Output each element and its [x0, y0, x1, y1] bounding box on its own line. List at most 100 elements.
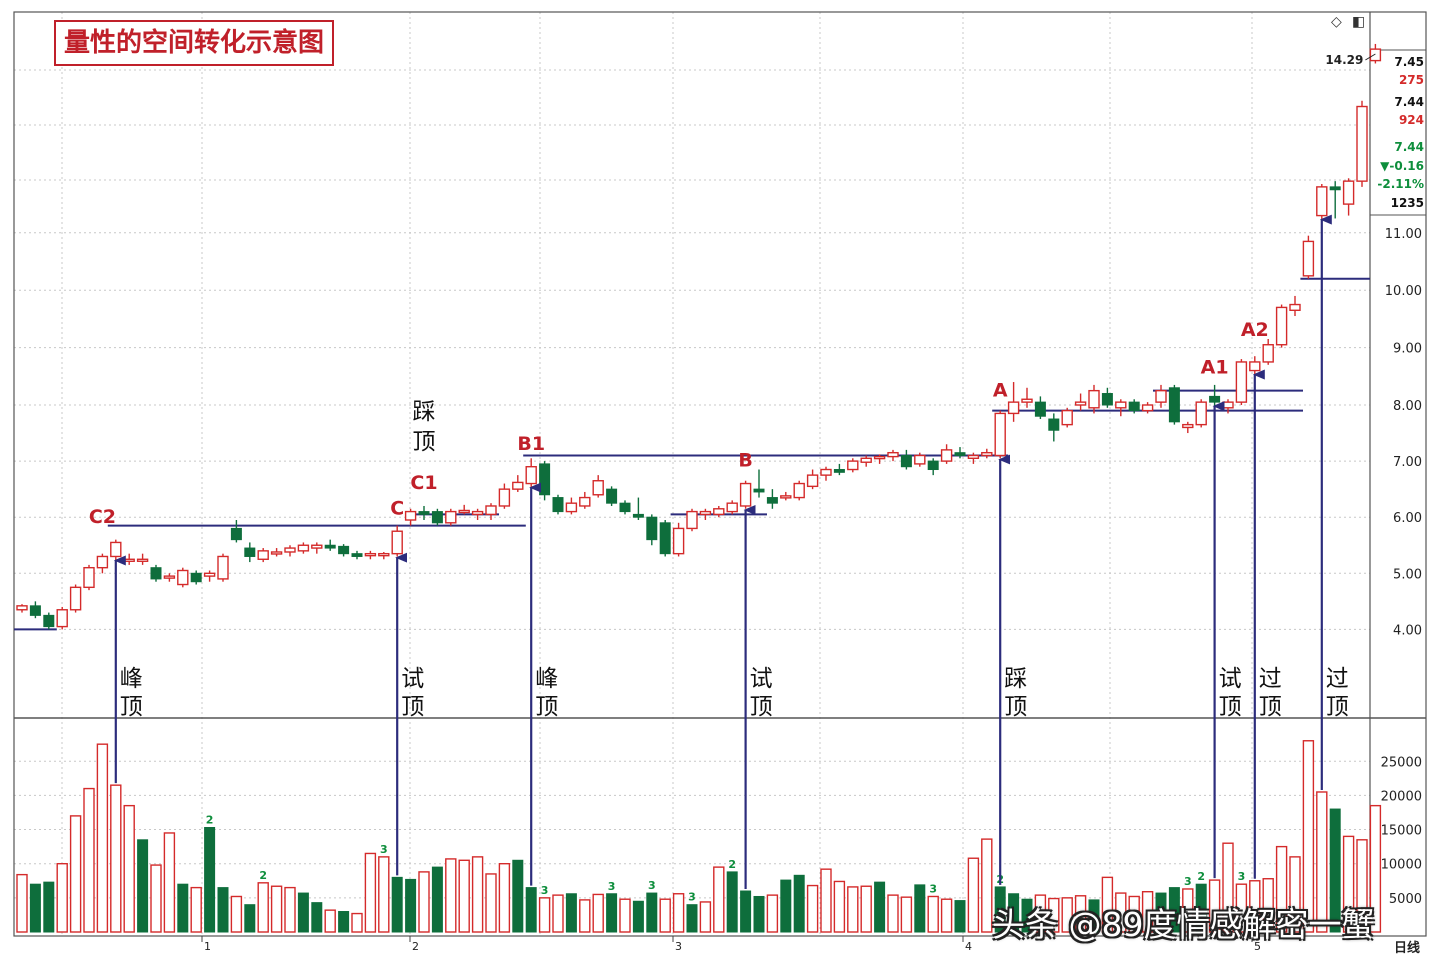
- candle-body: [1021, 398, 1033, 403]
- volume-bar: [1034, 894, 1047, 933]
- volume-bar: [83, 787, 95, 933]
- candle-body: [1168, 387, 1180, 423]
- annotation-label: 峰: [120, 666, 143, 692]
- candle-body: [431, 511, 443, 524]
- volume-bar: [1249, 880, 1261, 933]
- candle: [1262, 338, 1274, 365]
- candle: [565, 497, 578, 515]
- candle: [994, 410, 1006, 459]
- candle: [431, 508, 443, 526]
- volume-bar: [338, 911, 350, 933]
- candle: [579, 491, 591, 509]
- period-label: 日线: [1394, 940, 1420, 956]
- candle: [954, 447, 966, 459]
- candle: [606, 486, 618, 506]
- candle: [1342, 178, 1355, 216]
- annotation-label: 试: [401, 666, 424, 692]
- volume-bar: [1141, 891, 1154, 933]
- candle: [190, 570, 202, 585]
- candle: [56, 606, 68, 630]
- volume-bar: [740, 890, 752, 933]
- candle: [83, 564, 95, 591]
- volume-bar: [1168, 887, 1180, 933]
- candle-body: [940, 449, 953, 462]
- price-readout: 7.44: [1394, 95, 1424, 109]
- candle-body: [297, 544, 310, 552]
- candle: [1141, 402, 1154, 414]
- candle: [351, 550, 363, 560]
- candle-body: [512, 481, 524, 490]
- level-lines: [14, 277, 1370, 631]
- candle-body: [1342, 180, 1355, 205]
- candle-body: [887, 451, 899, 458]
- volume-bar: [833, 880, 846, 933]
- candle-body: [96, 555, 109, 569]
- candle-body: [150, 567, 162, 580]
- candle-body: [525, 466, 537, 485]
- candle: [203, 570, 216, 582]
- candle-body: [753, 488, 765, 493]
- volume-bar: [351, 912, 363, 933]
- volume-bar: [1115, 892, 1127, 933]
- candle-body: [592, 480, 604, 496]
- volume-bar: [110, 784, 122, 933]
- volume-bar: [498, 863, 511, 933]
- volume-bar: [405, 878, 417, 933]
- candle: [284, 545, 296, 557]
- candle-body: [284, 547, 296, 553]
- candle-body: [1182, 423, 1194, 429]
- candle: [525, 458, 537, 490]
- candle-body: [418, 511, 430, 515]
- candle: [29, 601, 41, 619]
- candle: [780, 491, 792, 501]
- volume-bar: [257, 882, 269, 933]
- x-tick-label: 1: [204, 940, 211, 953]
- volume-bar: [860, 885, 872, 933]
- candle-body: [1316, 186, 1328, 217]
- candle-body: [404, 510, 417, 521]
- volume-bar: [900, 896, 913, 933]
- candle: [1235, 359, 1248, 405]
- candle-body: [565, 502, 578, 513]
- candle-body: [338, 545, 350, 555]
- volume-bar: [579, 899, 591, 933]
- volume-bar: [686, 904, 698, 933]
- candle: [43, 612, 55, 630]
- volume-bar: [1356, 839, 1368, 933]
- volume-bar: [391, 876, 403, 933]
- candle: [177, 567, 189, 588]
- diamond-icon[interactable]: ◇: [1331, 14, 1342, 30]
- candle-body: [981, 451, 993, 457]
- candle: [1061, 407, 1073, 428]
- volume-bar: [806, 884, 819, 933]
- x-tick-label: 5: [1254, 940, 1261, 953]
- candle-body: [1088, 389, 1100, 409]
- price-tick-label: 11.00: [1385, 227, 1422, 242]
- annotation-label: 顶: [1219, 694, 1242, 720]
- candle-body: [445, 510, 457, 524]
- volume-bar: [190, 886, 202, 933]
- volume-note: 3: [688, 891, 696, 904]
- candle: [793, 480, 805, 501]
- candle: [1168, 384, 1180, 425]
- volume-bar: [445, 858, 457, 933]
- volume-bar: [16, 873, 28, 933]
- annotation-label: 过: [1259, 666, 1282, 692]
- price-readout: ▼-0.16: [1380, 159, 1424, 173]
- volume-bar: [1195, 883, 1207, 933]
- candle-body: [270, 551, 283, 555]
- window-icon[interactable]: ◧: [1352, 14, 1366, 30]
- volume-note: 3: [648, 879, 656, 892]
- candle: [378, 551, 390, 560]
- candle: [257, 548, 269, 563]
- candle-body: [351, 553, 363, 557]
- candle: [471, 508, 484, 521]
- candle-body: [646, 516, 658, 541]
- candle: [726, 500, 738, 515]
- volume-bar: [1369, 804, 1382, 933]
- volume-bar: [1342, 835, 1355, 933]
- volume-bar: [137, 839, 149, 933]
- candle-body: [83, 566, 95, 589]
- annotation-label: 顶: [535, 694, 558, 720]
- candle: [270, 548, 283, 557]
